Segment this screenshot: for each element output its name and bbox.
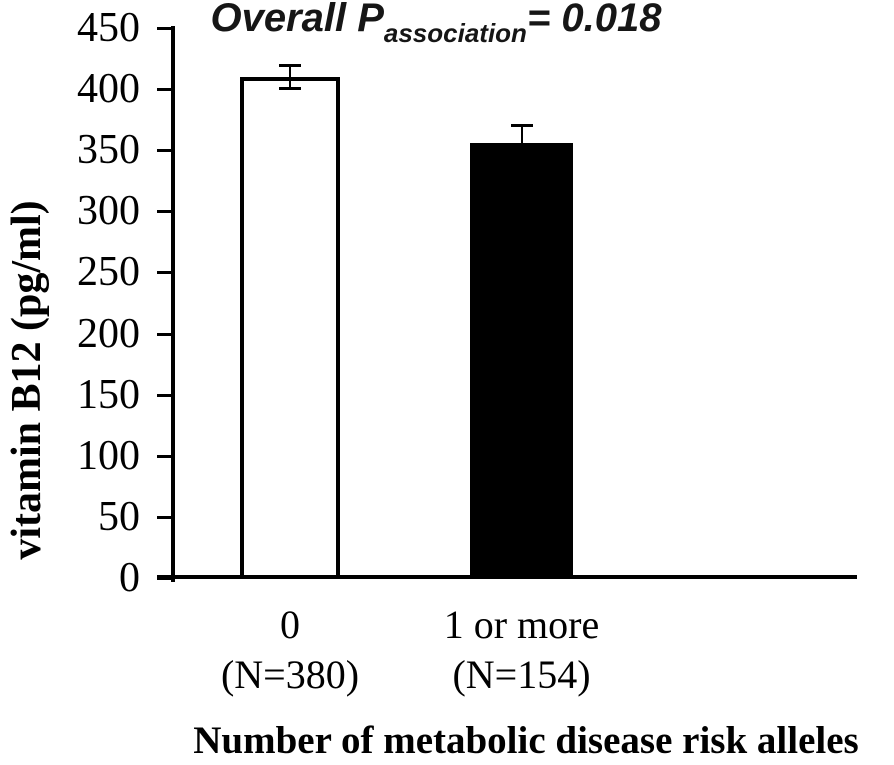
chart-title: Overall Passociation= 0.018 <box>180 0 692 48</box>
y-tick-label: 200 <box>77 310 140 357</box>
y-tick <box>157 210 171 214</box>
y-tick <box>157 454 171 458</box>
y-tick-label: 100 <box>77 432 140 479</box>
error-bar-top-cap <box>510 123 533 127</box>
error-bar-bottom-cap <box>510 159 533 163</box>
category-label-line2: (N=154) <box>452 652 591 697</box>
category-label-line1: 1 or more <box>443 602 600 647</box>
y-tick <box>157 577 171 580</box>
y-tick <box>157 149 171 153</box>
y-tick-label: 250 <box>77 249 140 296</box>
y-tick <box>157 515 171 519</box>
x-axis-title: Number of metabolic disease risk alleles <box>193 719 859 762</box>
y-axis-line <box>171 26 175 582</box>
error-bar-line <box>289 64 291 90</box>
error-bar-top-cap <box>279 63 301 67</box>
y-tick <box>157 271 171 275</box>
category-label-line1: 0 <box>280 602 300 647</box>
category-label: 0 (N=380) <box>160 600 420 700</box>
y-tick-label: 0 <box>119 555 140 601</box>
y-tick <box>157 393 171 397</box>
bar-one-or-more-alleles <box>470 142 573 579</box>
y-tick <box>157 88 171 92</box>
chart-title-suffix: = 0.018 <box>526 0 662 40</box>
y-tick-label: 300 <box>77 188 140 235</box>
y-tick-label: 350 <box>77 127 140 174</box>
y-tick-label: 150 <box>77 371 140 418</box>
y-tick <box>157 332 171 336</box>
y-tick-label: 450 <box>77 5 140 51</box>
y-tick <box>157 27 171 30</box>
error-bar-line <box>520 124 523 162</box>
chart-title-prefix: Overall P <box>210 0 384 40</box>
category-label: 1 or more (N=154) <box>392 600 652 700</box>
y-tick-label: 400 <box>77 66 140 113</box>
y-tick-label: 50 <box>98 493 140 540</box>
category-label-line2: (N=380) <box>220 652 360 697</box>
bar-zero-alleles <box>240 76 340 579</box>
chart-title-subscript: association <box>383 18 527 48</box>
error-bar-bottom-cap <box>279 87 301 91</box>
